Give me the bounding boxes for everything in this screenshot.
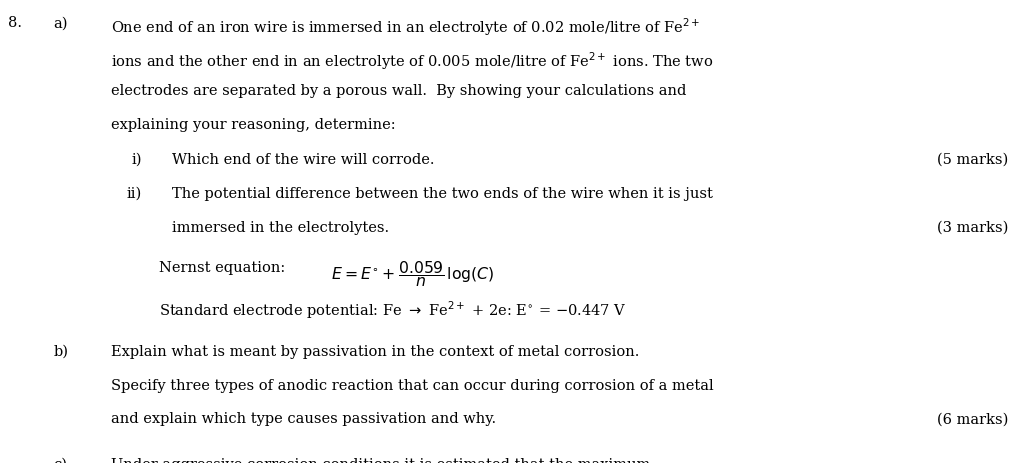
Text: and explain which type causes passivation and why.: and explain which type causes passivatio… xyxy=(111,413,496,426)
Text: (3 marks): (3 marks) xyxy=(937,221,1009,235)
Text: Under aggressive corrosion conditions it is estimated that the maximum: Under aggressive corrosion conditions it… xyxy=(111,458,650,463)
Text: Which end of the wire will corrode.: Which end of the wire will corrode. xyxy=(172,153,434,167)
Text: ii): ii) xyxy=(127,187,142,201)
Text: (5 marks): (5 marks) xyxy=(937,153,1009,167)
Text: $E = E^{\circ} + \dfrac{0.059}{n}\,\mathrm{log}(C)$: $E = E^{\circ} + \dfrac{0.059}{n}\,\math… xyxy=(331,259,495,289)
Text: explaining your reasoning, determine:: explaining your reasoning, determine: xyxy=(111,118,395,131)
Text: (6 marks): (6 marks) xyxy=(937,413,1009,426)
Text: Standard electrode potential: Fe $\rightarrow$ Fe$^{2+}$ + 2e: E$^{\circ}$ = $-$: Standard electrode potential: Fe $\right… xyxy=(159,299,627,321)
Text: Explain what is meant by passivation in the context of metal corrosion.: Explain what is meant by passivation in … xyxy=(111,345,639,359)
Text: Nernst equation:: Nernst equation: xyxy=(159,261,285,275)
Text: i): i) xyxy=(131,153,141,167)
Text: The potential difference between the two ends of the wire when it is just: The potential difference between the two… xyxy=(172,187,713,201)
Text: One end of an iron wire is immersed in an electrolyte of 0.02 mole/litre of Fe$^: One end of an iron wire is immersed in a… xyxy=(111,16,700,38)
Text: c): c) xyxy=(53,458,68,463)
Text: 8.: 8. xyxy=(8,16,23,30)
Text: immersed in the electrolytes.: immersed in the electrolytes. xyxy=(172,221,389,235)
Text: electrodes are separated by a porous wall.  By showing your calculations and: electrodes are separated by a porous wal… xyxy=(111,84,686,98)
Text: Specify three types of anodic reaction that can occur during corrosion of a meta: Specify three types of anodic reaction t… xyxy=(111,379,714,393)
Text: a): a) xyxy=(53,16,68,30)
Text: ions and the other end in an electrolyte of 0.005 mole/litre of Fe$^{2+}$ ions. : ions and the other end in an electrolyte… xyxy=(111,50,713,72)
Text: b): b) xyxy=(53,345,69,359)
